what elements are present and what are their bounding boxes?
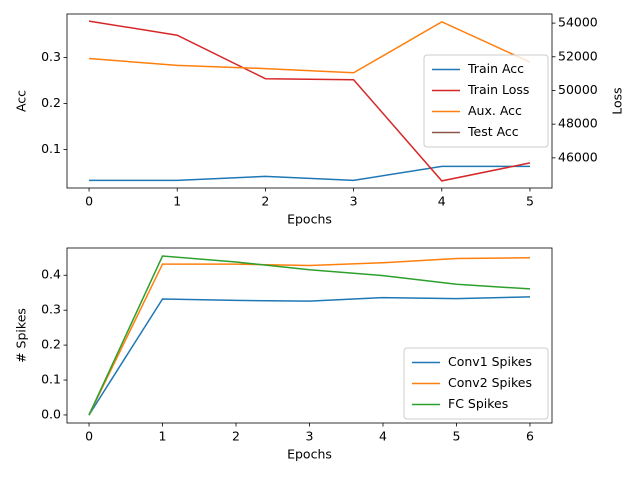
- legend-box: [423, 54, 549, 148]
- x-tick-label: 0: [85, 194, 93, 209]
- y-tick-label: 0.2: [41, 337, 61, 352]
- x-tick-label: 3: [306, 429, 314, 444]
- x-axis-label: Epochs: [287, 212, 332, 227]
- x-tick-label: 1: [159, 429, 167, 444]
- x-tick-label: 0: [85, 429, 93, 444]
- y2-tick-label: 52000: [558, 48, 598, 63]
- x-tick-label: 4: [438, 194, 446, 209]
- x-tick-label: 4: [379, 429, 387, 444]
- y-tick-label: 0.2: [41, 95, 61, 110]
- series-line: [88, 255, 531, 416]
- series-line: [89, 165, 530, 182]
- series-line: [88, 20, 531, 182]
- legend-box: [403, 347, 549, 420]
- x-tick-label: 1: [173, 194, 181, 209]
- x-tick-label: 6: [526, 429, 534, 444]
- y2-tick-label: 50000: [558, 82, 598, 97]
- y-tick-label: 0.3: [41, 49, 61, 64]
- y2-tick-label: 48000: [558, 116, 598, 131]
- legend-label: Train Loss: [467, 82, 529, 97]
- x-tick-label: 3: [350, 194, 358, 209]
- y2-tick-label: 46000: [558, 149, 598, 164]
- y-axis-label: # Spikes: [14, 308, 29, 363]
- y-tick-label: 0.1: [41, 372, 61, 387]
- y2-axis-label: Loss: [610, 87, 625, 114]
- legend-label: FC Spikes: [448, 396, 508, 411]
- x-tick-label: 2: [261, 194, 269, 209]
- series-line: [88, 257, 531, 416]
- x-tick-label: 5: [452, 429, 460, 444]
- legend-label: Aux. Acc: [468, 103, 522, 118]
- legend-label: Conv2 Spikes: [448, 375, 532, 390]
- legend-label: Train Acc: [467, 61, 524, 76]
- series-line: [88, 20, 531, 74]
- x-tick-label: 5: [526, 194, 534, 209]
- y-tick-label: 0.4: [41, 267, 61, 282]
- y-tick-label: 0.3: [41, 302, 61, 317]
- x-tick-label: 2: [232, 429, 240, 444]
- y-axis-label: Acc: [14, 90, 29, 112]
- y-tick-label: 0.0: [41, 406, 61, 421]
- series-line: [88, 296, 531, 416]
- legend-label: Test Acc: [467, 124, 519, 139]
- legend-label: Conv1 Spikes: [448, 354, 532, 369]
- x-axis-label: Epochs: [287, 447, 332, 462]
- y2-tick-label: 54000: [558, 15, 598, 30]
- axes-frame: [66, 13, 553, 189]
- y-tick-label: 0.1: [41, 141, 61, 156]
